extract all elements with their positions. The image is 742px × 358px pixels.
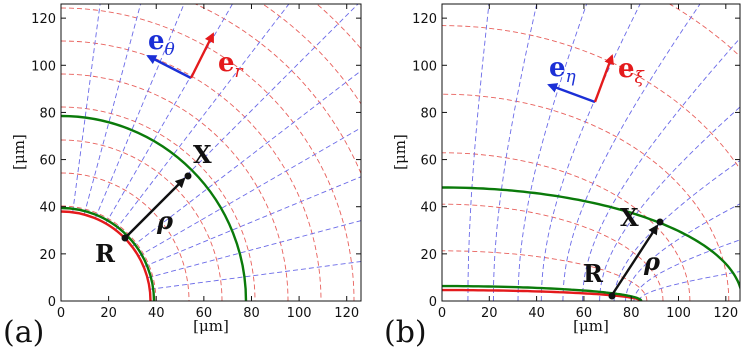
panel-b-grid-ellipse — [442, 25, 740, 170]
panel-b-xtick-label: 40 — [528, 306, 545, 321]
panel-b-xtick-label: 20 — [481, 306, 498, 321]
panel-b-grid-hyperbola — [613, 159, 740, 301]
panel-b-grid-hyperbola — [540, 4, 641, 301]
panel-b-grid-hyperbola — [599, 106, 740, 301]
panel-a-point-X-label: X — [193, 140, 212, 169]
panel-a-ytick-label: 20 — [39, 248, 56, 263]
panel-b-grid-ellipse — [442, 152, 691, 301]
panel-a-rho-label: ρ — [156, 206, 174, 235]
panel-b-grid-hyperbola — [467, 4, 490, 301]
panel-a-e-theta-label: eθ — [148, 26, 175, 60]
panel-a-rho-arrow — [124, 177, 186, 239]
panel-a-ytick-label: 80 — [39, 106, 56, 121]
panel-b-eta-grid-curves — [467, 4, 740, 301]
panel-b-point-R-dot — [608, 292, 616, 300]
panel-b-e-xi-label: eξ — [618, 54, 646, 88]
panel-b-rho-label: ρ — [643, 247, 661, 276]
panel-b-ytick-label: 120 — [412, 12, 437, 27]
panel-b-xlabel: [μm] — [573, 317, 609, 335]
panel-a-grid-arc — [316, 4, 361, 50]
panel-b-plot-area — [442, 4, 740, 301]
panel-a-ytick-label: 60 — [39, 154, 56, 169]
panel-b-e-xi-arrow — [593, 54, 614, 103]
panel-a-e-r-label: er — [218, 48, 244, 82]
panel-b-e-eta-arrow — [547, 83, 596, 104]
panel-b-grid-hyperbola — [638, 271, 740, 301]
panel-a-radial-grid-arcs — [61, 0, 519, 301]
panel-a-e-r-arrow — [189, 32, 215, 79]
panel-a-grid-ray — [105, 4, 233, 224]
panel-a-e-theta-arrow — [146, 54, 192, 80]
panel-a-outer-green-boundary — [61, 114, 248, 301]
panel-b-ytick-label: 40 — [420, 201, 437, 216]
panel-a-xtick-label: 0 — [57, 306, 65, 321]
panel-a-xtick-label: 80 — [243, 306, 260, 321]
panel-b-grid-hyperbola — [625, 203, 740, 301]
panel-a-xtick-label: 20 — [100, 306, 117, 321]
panel-b-ytick-label: 100 — [412, 59, 437, 74]
panel-a-grid-ray — [124, 4, 359, 238]
panel-b-frame — [441, 3, 741, 302]
panel-a-label: (a) — [3, 315, 44, 350]
panel-a-xtick-label: 120 — [334, 306, 359, 321]
panel-a-grid-ray — [150, 261, 361, 290]
panel-a-xtick-label: 100 — [287, 306, 312, 321]
panel-a: 0 20 40 60 80 100 120 0 20 40 60 80 100 120 [μm] [μm]… — [3, 0, 519, 350]
panel-b-ticks: 0 20 40 60 80 100 120 0 20 40 60 80 100 120 — [412, 4, 740, 321]
panel-b-outer-green-boundary — [442, 186, 740, 292]
panel-b-xtick-label: 80 — [623, 306, 640, 321]
panel-b-ytick-label: 80 — [420, 106, 437, 121]
panel-b-grid-hyperbola — [633, 239, 740, 301]
panel-a-point-R-dot — [121, 234, 129, 242]
panel-a-grid-arc — [61, 139, 223, 301]
panel-a-xtick-label: 60 — [196, 306, 213, 321]
panel-b-xtick-label: 120 — [713, 306, 738, 321]
panel-a-ytick-label: 120 — [31, 12, 56, 27]
panel-a-point-R-label: R — [95, 239, 116, 268]
panel-b-xtick-label: 60 — [576, 306, 593, 321]
panel-a-grid-ray — [72, 4, 101, 212]
panel-b-ylabel: [μm] — [391, 134, 409, 170]
panel-a-ytick-label: 40 — [39, 201, 56, 216]
panel-a-ytick-label: 0 — [48, 295, 56, 310]
panel-a-ylabel: [μm] — [10, 134, 28, 170]
panel-a-ytick-label: 100 — [31, 59, 56, 74]
panel-b-ytick-label: 20 — [420, 248, 437, 263]
panel-b-label: (b) — [384, 315, 427, 350]
panel-a-grid-arc — [61, 7, 355, 301]
panel-a-grid-ray — [147, 220, 361, 279]
panel-b-rho-arrow — [610, 224, 659, 296]
panel-a-xtick-label: 40 — [148, 306, 165, 321]
panel-b-e-eta-label: eη — [549, 53, 577, 87]
panel-b-point-X-dot — [656, 218, 664, 226]
panel-b-ytick-label: 60 — [420, 154, 437, 169]
panel-b-ytick-label: 0 — [429, 295, 437, 310]
panel-b-xtick-label: 100 — [666, 306, 691, 321]
panel-b-inner-green-boundary — [442, 284, 643, 301]
panel-b-point-R-label: R — [583, 259, 604, 288]
panel-a-ticks: 0 20 40 60 80 100 120 0 20 40 60 80 100 120 — [31, 4, 361, 321]
panel-b-grid-hyperbola — [517, 4, 588, 301]
panel-a-plot-area — [61, 0, 519, 301]
panel-a-xlabel: [μm] — [193, 317, 229, 335]
panel-b-xtick-label: 0 — [438, 306, 446, 321]
panel-a-grid-arc — [61, 106, 256, 301]
panel-a-point-X-dot — [184, 172, 192, 180]
panel-b-point-X-label: X — [620, 203, 639, 232]
panel-b: 0 20 40 60 80 100 120 0 20 40 60 80 100 120 [μm] [μm]… — [384, 3, 741, 350]
panel-a-grid-arc — [61, 0, 519, 301]
panel-a-frame — [60, 3, 362, 302]
